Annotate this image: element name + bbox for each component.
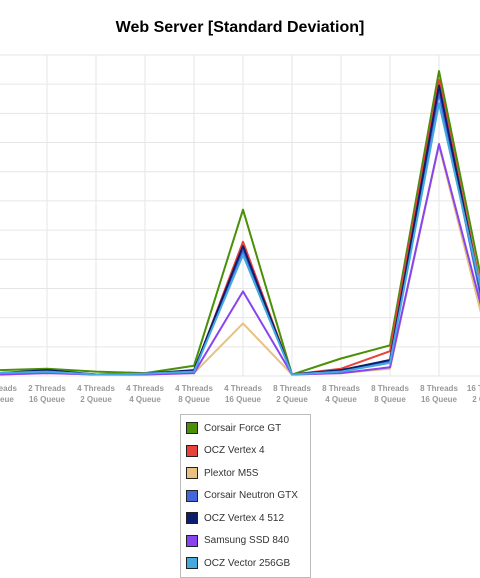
legend-swatch [186, 489, 198, 502]
x-tick-label: 4 Threads 8 Queue [175, 384, 213, 404]
legend-label: OCZ Vector 256GB [204, 557, 291, 569]
x-tick-label: 4 Threads 16 Queue [224, 384, 262, 404]
x-tick-label: 2 Threads 16 Queue [28, 384, 66, 404]
legend-swatch [186, 444, 198, 457]
legend-label: Corsair Force GT [204, 422, 282, 434]
legend: Corsair Force GT OCZ Vertex 4 Plextor M5S C… [180, 414, 311, 578]
legend-swatch [186, 467, 198, 480]
x-tick-label: 8 Threads 16 Queue [420, 384, 458, 404]
legend-item: OCZ Vector 256GB [186, 552, 306, 575]
legend-item: Corsair Neutron GTX [186, 485, 306, 508]
legend-item: OCZ Vertex 4 [186, 440, 306, 463]
legend-label: Plextor M5S [204, 467, 259, 479]
legend-item: Corsair Force GT [186, 417, 306, 440]
series-line [0, 91, 480, 376]
chart-title: Web Server [Standard Deviation] [115, 19, 365, 36]
legend-swatch [186, 534, 198, 547]
legend-label: Corsair Neutron GTX [204, 490, 298, 502]
series-line [0, 78, 480, 376]
x-tick-label: 4 Threads 2 Queue [77, 384, 115, 404]
legend-swatch [186, 422, 198, 435]
legend-label: OCZ Vertex 4 [204, 445, 265, 457]
series-lines [0, 70, 480, 376]
legend-label: Samsung SSD 840 [204, 535, 290, 547]
x-tick-label: 8 Threads 2 Queue [273, 384, 311, 404]
legend-item: Plextor M5S [186, 462, 306, 485]
series-line [0, 70, 480, 376]
legend-swatch [186, 512, 198, 525]
legend-label: OCZ Vertex 4 512 [204, 512, 285, 524]
series-line [0, 102, 480, 376]
legend-item: OCZ Vertex 4 512 [186, 507, 306, 530]
legend-item: Samsung SSD 840 [186, 530, 306, 553]
x-tick-label: 8 Threads 4 Queue [322, 384, 360, 404]
legend-swatch [186, 557, 198, 570]
x-tick-label: 8 Threads 8 Queue [371, 384, 409, 404]
x-tick-label: 4 Threads 4 Queue [126, 384, 164, 404]
